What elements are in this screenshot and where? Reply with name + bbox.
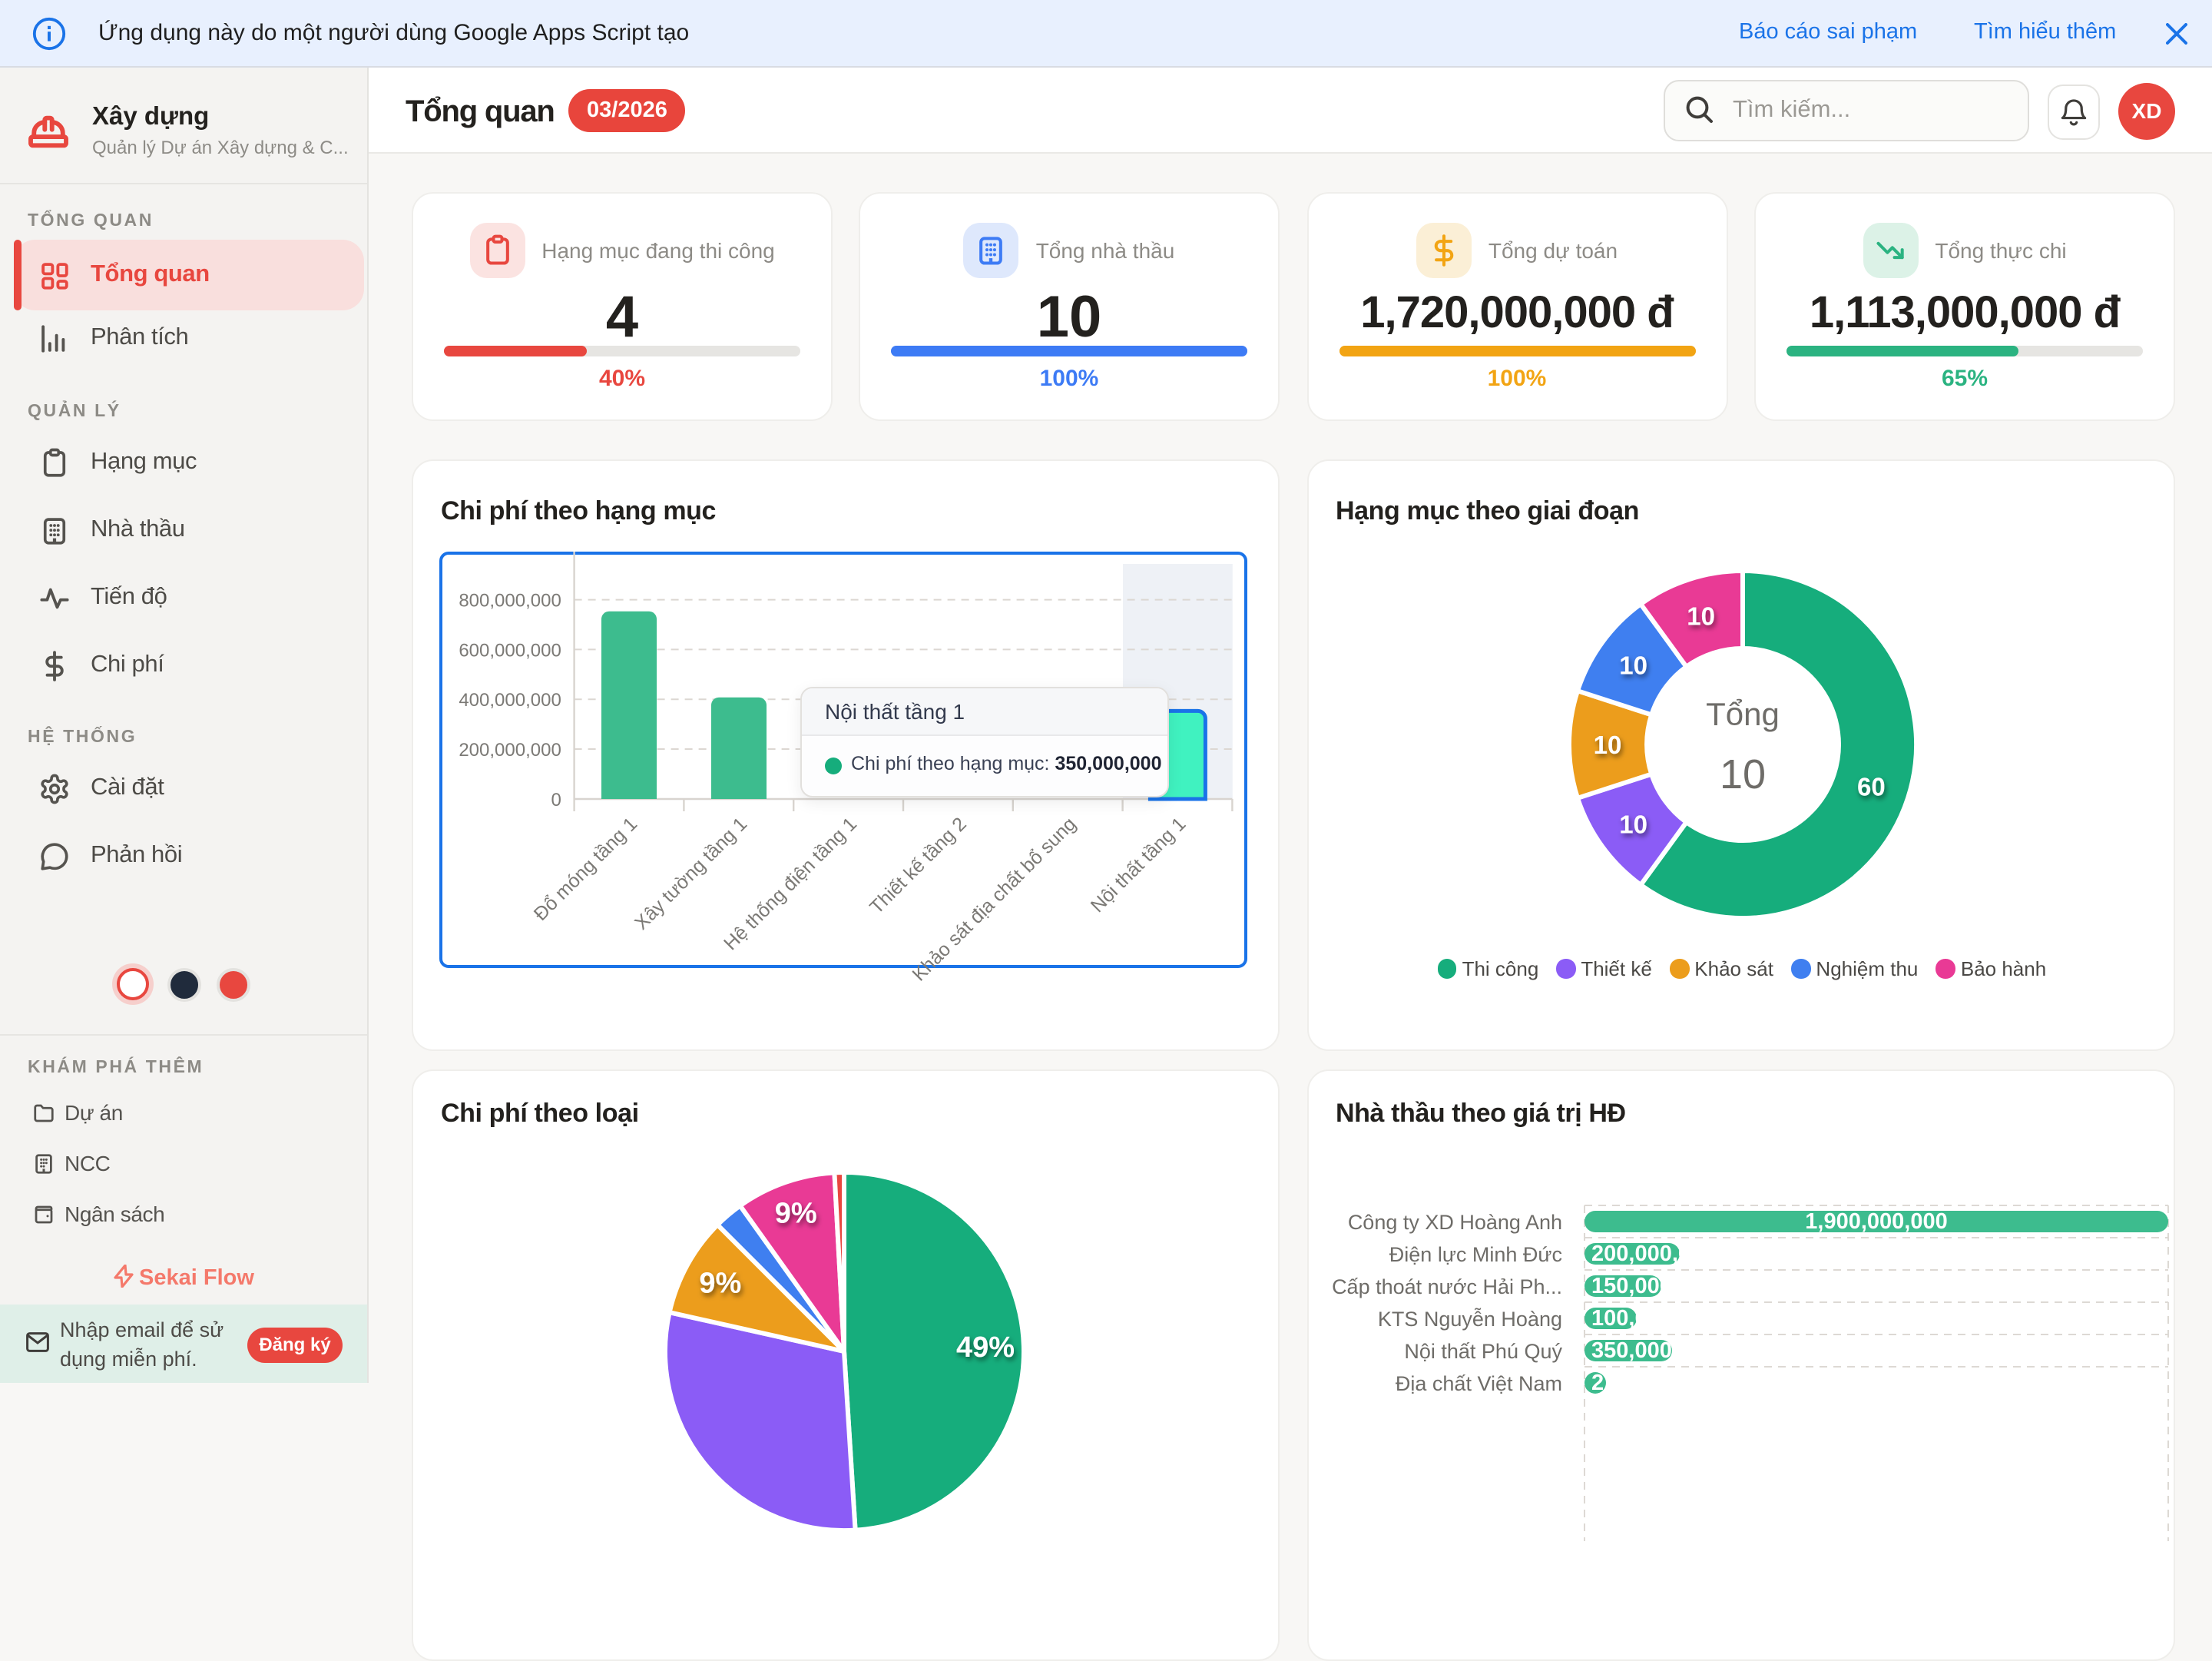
svg-text:60: 60 — [1856, 772, 1885, 801]
svg-text:10: 10 — [1618, 651, 1647, 680]
svg-text:400,000,000: 400,000,000 — [459, 690, 561, 711]
svg-text:49%: 49% — [956, 1331, 1015, 1364]
svg-text:Tổng: Tổng — [1705, 696, 1779, 732]
svg-text:100,000,000: 100,000,000 — [1591, 1306, 1714, 1331]
svg-text:Đổ móng tầng 1: Đổ móng tầng 1 — [530, 813, 642, 925]
svg-text:350,000,000: 350,000,000 — [1591, 1338, 1714, 1363]
svg-text:200,000,000: 200,000,000 — [1591, 1242, 1714, 1266]
svg-text:2: 2 — [1591, 1371, 1603, 1395]
svg-text:10: 10 — [1593, 731, 1621, 759]
svg-text:800,000,000: 800,000,000 — [459, 591, 561, 612]
svg-text:KTS Nguyễn Hoàng: KTS Nguyễn Hoàng — [1377, 1307, 1561, 1331]
svg-text:Công ty XD Hoàng Anh: Công ty XD Hoàng Anh — [1347, 1211, 1561, 1234]
svg-text:Xây tường tầng 1: Xây tường tầng 1 — [631, 813, 751, 933]
svg-text:0: 0 — [551, 790, 561, 811]
svg-text:Cấp thoát nước Hải Ph...: Cấp thoát nước Hải Ph... — [1331, 1275, 1561, 1298]
svg-text:1,900,000,000: 1,900,000,000 — [1804, 1209, 1946, 1234]
svg-text:10: 10 — [1618, 810, 1647, 838]
svg-text:600,000,000: 600,000,000 — [459, 640, 561, 661]
svg-text:Nội thất tầng 1: Nội thất tầng 1 — [1087, 813, 1190, 917]
svg-text:150,000,000: 150,000,000 — [1591, 1274, 1714, 1298]
svg-text:Điện lực Minh Đức: Điện lực Minh Đức — [1389, 1243, 1561, 1266]
svg-text:10: 10 — [1719, 751, 1765, 797]
svg-text:Nội thất Phú Quý: Nội thất Phú Quý — [1403, 1340, 1561, 1363]
svg-text:10: 10 — [1686, 602, 1714, 631]
svg-text:200,000,000: 200,000,000 — [459, 740, 561, 761]
svg-text:Địa chất Việt Nam: Địa chất Việt Nam — [1395, 1372, 1561, 1395]
svg-text:9%: 9% — [775, 1198, 817, 1230]
svg-text:9%: 9% — [699, 1267, 741, 1299]
svg-text:Thiết kế tầng 2: Thiết kế tầng 2 — [866, 813, 971, 918]
